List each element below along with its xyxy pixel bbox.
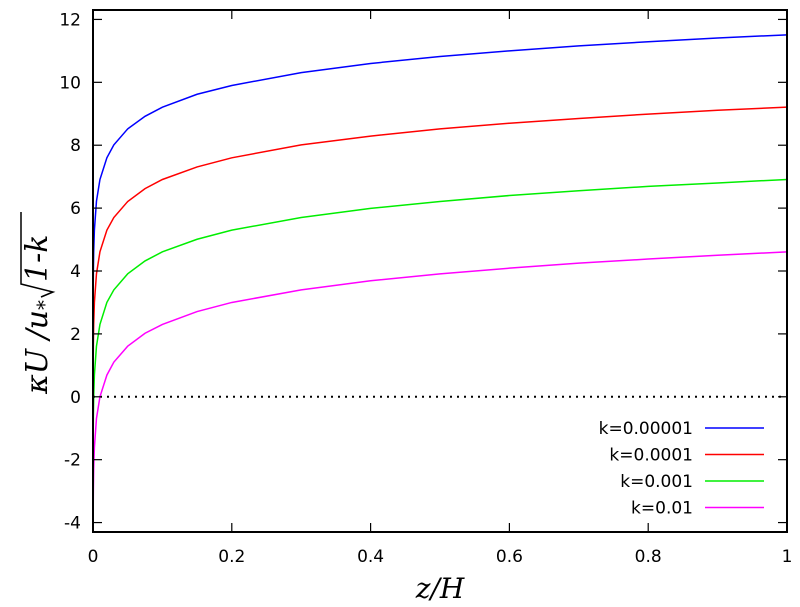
series-line-k=0.00001 [93,34,787,376]
legend-label: k=0.001 [620,472,693,492]
y-tick-label: 6 [70,199,81,219]
y-axis-label-root: 1-k [20,235,55,282]
y-axis-label-sub: * [32,300,56,310]
legend-label: k=0.01 [631,499,693,519]
legend-label: k=0.00001 [599,419,693,439]
y-tick-label: 8 [70,136,81,156]
y-tick-label: 12 [59,10,81,30]
x-tick-label: 0.2 [218,547,245,567]
y-axis-label: κU /u* 1-k [20,212,56,395]
x-tick-label: 1 [782,547,793,567]
x-tick-label: 0.8 [635,547,662,567]
x-axis-label: z/H [415,572,465,605]
x-tick-label: 0.6 [496,547,523,567]
y-tick-label: -2 [64,451,81,471]
x-tick-label: 0.4 [357,547,384,567]
y-tick-label: 2 [70,325,81,345]
legend-label: k=0.0001 [609,446,693,466]
y-tick-label: 4 [70,262,81,282]
x-tick-label: 0 [88,547,99,567]
svg-text:κU /u*: κU /u* [20,300,56,395]
y-tick-label: 0 [70,388,81,408]
sqrt-sign [20,212,56,298]
y-axis-label-main: κU /u [20,310,55,395]
y-tick-label: -4 [64,514,81,534]
y-tick-label: 10 [59,73,81,93]
series-line-k=0.001 [93,178,787,520]
